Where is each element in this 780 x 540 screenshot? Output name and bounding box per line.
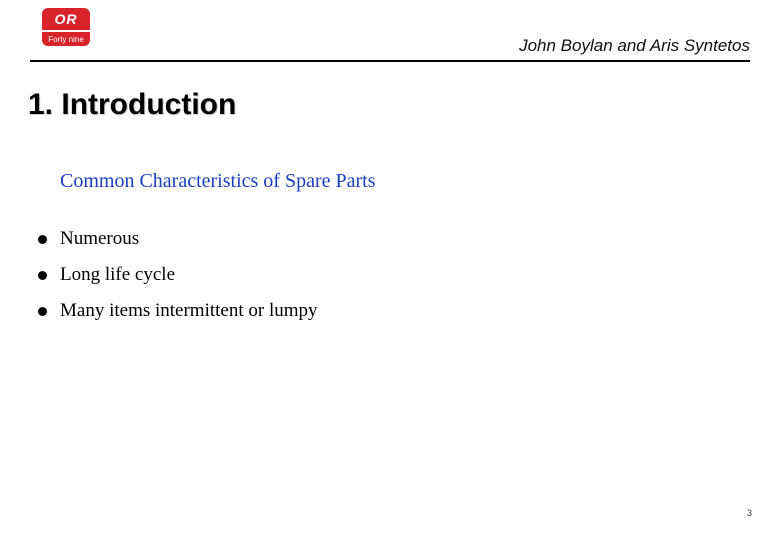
list-item: Numerous: [38, 228, 318, 250]
page-number: 3: [747, 508, 752, 518]
author-line: John Boylan and Aris Syntetos: [519, 36, 750, 56]
logo-bottom-text: Forty nine: [42, 30, 90, 46]
logo-top-text: OR: [42, 8, 90, 30]
header-rule: [30, 60, 750, 62]
list-item: Long life cycle: [38, 264, 318, 286]
page-title: 1. Introduction: [28, 88, 236, 122]
list-item: Many items intermittent or lumpy: [38, 300, 318, 322]
logo: OR Forty nine: [42, 8, 90, 56]
bullet-list: Numerous Long life cycle Many items inte…: [38, 228, 318, 336]
section-subtitle: Common Characteristics of Spare Parts: [60, 170, 376, 193]
